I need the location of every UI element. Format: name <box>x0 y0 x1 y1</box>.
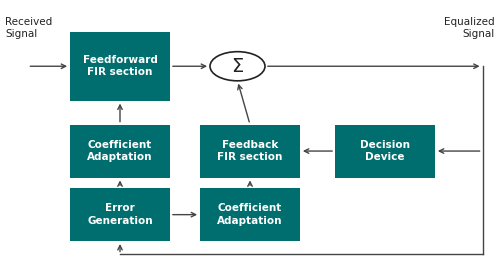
FancyBboxPatch shape <box>70 125 170 178</box>
Circle shape <box>210 52 265 81</box>
FancyBboxPatch shape <box>70 188 170 241</box>
Text: Received
Signal: Received Signal <box>5 17 52 39</box>
Text: Equalized
Signal: Equalized Signal <box>444 17 495 39</box>
Text: Decision
Device: Decision Device <box>360 140 410 162</box>
FancyBboxPatch shape <box>200 188 300 241</box>
Text: Feedback
FIR section: Feedback FIR section <box>218 140 282 162</box>
Text: Feedforward
FIR section: Feedforward FIR section <box>82 55 158 77</box>
Text: $\Sigma$: $\Sigma$ <box>231 57 244 76</box>
Text: Coefficient
Adaptation: Coefficient Adaptation <box>217 204 283 226</box>
FancyBboxPatch shape <box>70 32 170 101</box>
Text: Coefficient
Adaptation: Coefficient Adaptation <box>88 140 153 162</box>
FancyBboxPatch shape <box>200 125 300 178</box>
FancyBboxPatch shape <box>335 125 435 178</box>
Text: Error
Generation: Error Generation <box>87 204 153 226</box>
